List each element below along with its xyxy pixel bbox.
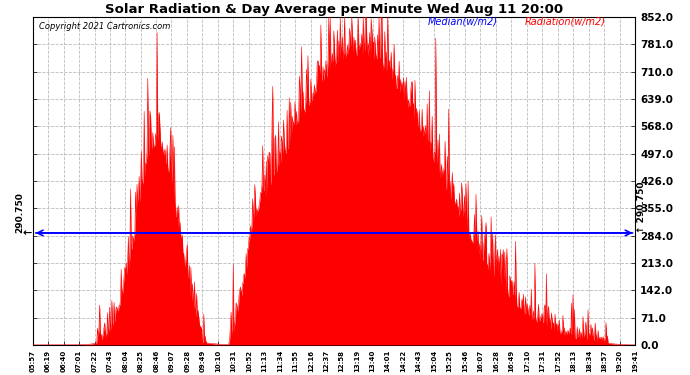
Text: 290.750: 290.750 (15, 192, 24, 233)
Text: ↑ 290.750: ↑ 290.750 (637, 182, 646, 233)
Text: Median(w/m2): Median(w/m2) (428, 17, 497, 27)
Text: Copyright 2021 Cartronics.com: Copyright 2021 Cartronics.com (39, 22, 170, 31)
Text: Radiation(w/m2): Radiation(w/m2) (524, 17, 605, 27)
Title: Solar Radiation & Day Average per Minute Wed Aug 11 20:00: Solar Radiation & Day Average per Minute… (105, 3, 563, 16)
Text: ←: ← (23, 228, 32, 238)
